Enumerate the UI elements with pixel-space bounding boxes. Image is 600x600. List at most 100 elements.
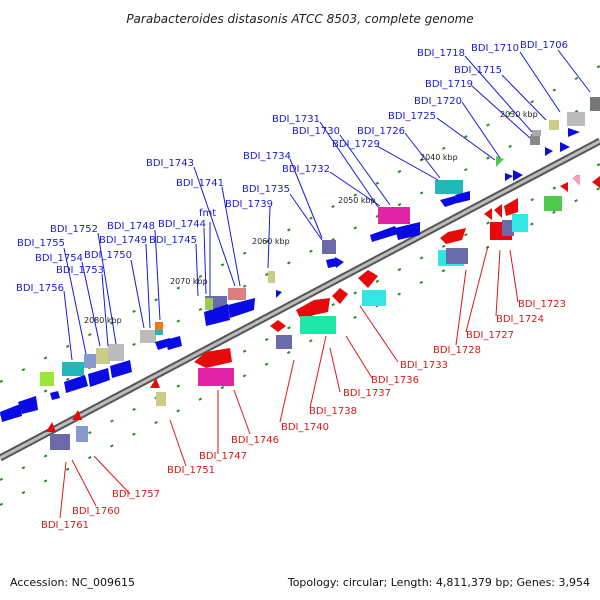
gene-block xyxy=(362,290,386,306)
backbone xyxy=(0,137,600,462)
gene-block xyxy=(378,207,410,224)
gene-label[interactable]: BDI_1749 xyxy=(99,235,147,246)
gene-label[interactable]: BDI_1732 xyxy=(282,164,330,175)
gene-label[interactable]: BDI_1738 xyxy=(309,406,357,417)
kbp-label: 2030 kbp xyxy=(500,110,538,119)
reverse-labels: BDI_1723 BDI_1724 BDI_1727 BDI_1728 BDI_… xyxy=(41,299,566,531)
gene-label[interactable]: BDI_1747 xyxy=(199,451,247,462)
gene-block xyxy=(435,180,463,194)
reverse-genes xyxy=(46,174,600,450)
gene-arrow xyxy=(592,176,600,188)
gene-label[interactable]: BDI_1751 xyxy=(167,465,215,476)
gene-label[interactable]: BDI_1750 xyxy=(84,250,132,261)
gene-block xyxy=(567,112,585,126)
gene-arrow xyxy=(228,298,255,318)
gene-label[interactable]: BDI_1744 xyxy=(158,219,206,230)
gene-arrow xyxy=(270,320,286,332)
gene-label[interactable]: BDI_1753 xyxy=(56,265,104,276)
kbp-label: 2050 kbp xyxy=(338,196,376,205)
gene-label[interactable]: BDI_1745 xyxy=(149,235,197,246)
gene-block xyxy=(155,330,163,335)
gene-label[interactable]: BDI_1710 xyxy=(471,43,519,54)
gene-arrow xyxy=(494,204,502,218)
gene-block xyxy=(532,130,541,136)
gene-label[interactable]: BDI_1719 xyxy=(425,79,473,90)
gene-label[interactable]: BDI_1737 xyxy=(343,388,391,399)
kbp-labels: 2030 kbp 2040 kbp 2050 kbp 2060 kbp 2070… xyxy=(84,110,538,325)
gene-label[interactable]: BDI_1736 xyxy=(371,375,419,386)
gene-label[interactable]: BDI_1718 xyxy=(417,48,465,59)
gene-arrow xyxy=(560,142,570,152)
gene-arrow xyxy=(18,396,38,414)
gene-arrow xyxy=(335,257,344,268)
gene-block xyxy=(140,330,156,343)
gene-label[interactable]: BDI_1760 xyxy=(72,506,120,517)
gene-block xyxy=(108,344,124,361)
gene-label[interactable]: BDI_1725 xyxy=(388,111,436,122)
forward-labels: BDI_1706 BDI_1710 BDI_1715 BDI_1718 BDI_… xyxy=(16,40,568,294)
gene-block xyxy=(155,322,163,330)
gene-label[interactable]: BDI_1741 xyxy=(176,178,224,189)
gene-arrow xyxy=(370,226,398,242)
gene-block xyxy=(50,434,70,450)
gene-block xyxy=(544,196,562,211)
gene-label[interactable]: BDI_1706 xyxy=(520,40,568,51)
gene-block xyxy=(228,288,246,300)
summary-text: Topology: circular; Length: 4,811,379 bp… xyxy=(287,576,590,589)
gene-label[interactable]: BDI_1740 xyxy=(281,422,329,433)
gene-block xyxy=(40,372,54,386)
gene-label[interactable]: BDI_1715 xyxy=(454,65,502,76)
gene-arrow xyxy=(50,391,60,400)
gene-label[interactable]: fmt xyxy=(199,208,216,219)
gene-label[interactable]: BDI_1726 xyxy=(357,126,405,137)
gene-label[interactable]: BDI_1729 xyxy=(332,139,380,150)
gene-block xyxy=(502,220,514,236)
gene-label[interactable]: BDI_1735 xyxy=(242,184,290,195)
gene-label[interactable]: BDI_1731 xyxy=(272,114,320,125)
gene-label[interactable]: BDI_1734 xyxy=(243,151,291,162)
gene-arrow xyxy=(572,174,580,186)
gene-arrow xyxy=(276,290,282,298)
kbp-label: 2040 kbp xyxy=(420,153,458,162)
gene-block xyxy=(198,368,234,386)
gene-label[interactable]: BDI_1752 xyxy=(50,224,98,235)
gene-label[interactable]: BDI_1723 xyxy=(518,299,566,310)
gene-label[interactable]: BDI_1724 xyxy=(496,314,544,325)
gene-label[interactable]: BDI_1739 xyxy=(225,199,273,210)
gene-block xyxy=(300,316,336,334)
gene-label[interactable]: BDI_1743 xyxy=(146,158,194,169)
gene-label[interactable]: BDI_1757 xyxy=(112,489,160,500)
gene-arrow xyxy=(296,298,330,318)
gene-label[interactable]: BDI_1730 xyxy=(292,126,340,137)
gene-label[interactable]: BDI_1728 xyxy=(433,345,481,356)
kbp-label: 2080 kbp xyxy=(84,316,122,325)
gene-label[interactable]: BDI_1746 xyxy=(231,435,279,446)
gene-arrow xyxy=(46,422,56,432)
gene-arrow xyxy=(150,378,160,388)
gene-label[interactable]: BDI_1720 xyxy=(414,96,462,107)
gene-block xyxy=(496,156,504,167)
gene-label[interactable]: BDI_1733 xyxy=(400,360,448,371)
gene-label[interactable]: BDI_1754 xyxy=(35,253,83,264)
gene-arrow xyxy=(440,196,460,207)
gene-arrow xyxy=(545,147,553,156)
gene-block xyxy=(62,362,84,376)
gene-arrow xyxy=(455,191,470,203)
gene-arrow xyxy=(395,222,420,240)
gene-label[interactable]: BDI_1727 xyxy=(466,330,514,341)
gene-arrow xyxy=(568,128,580,137)
gene-label[interactable]: BDI_1756 xyxy=(16,283,64,294)
gene-arrow xyxy=(88,368,110,387)
gene-arrow xyxy=(64,375,88,393)
gene-block xyxy=(156,392,166,406)
gene-label[interactable]: BDI_1748 xyxy=(107,221,155,232)
gene-arrow xyxy=(504,198,518,216)
gene-block xyxy=(276,335,292,349)
gene-arrow xyxy=(194,348,232,368)
gene-arrow xyxy=(72,410,82,420)
reverse-leader-lines xyxy=(59,245,519,519)
gene-arrow xyxy=(110,360,132,378)
gene-label[interactable]: BDI_1761 xyxy=(41,520,89,531)
gene-label[interactable]: BDI_1755 xyxy=(17,238,65,249)
